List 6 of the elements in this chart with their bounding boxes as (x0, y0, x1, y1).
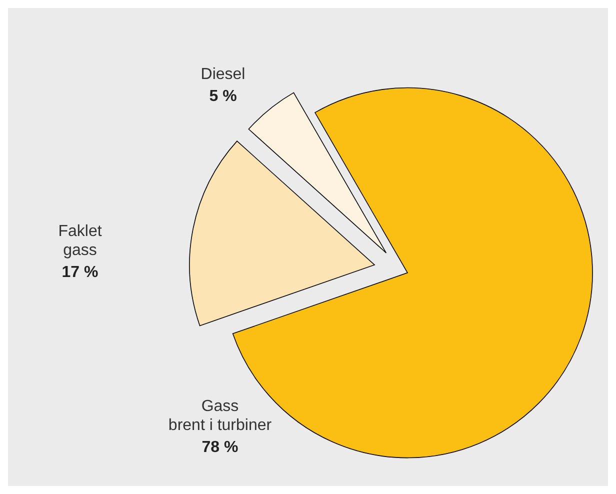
data-label: 5 % (209, 88, 237, 105)
slice-label: Faklet gass (58, 223, 102, 259)
slice-label: Gass brent i turbiner (168, 398, 272, 434)
data-label: 17 % (62, 264, 98, 281)
slice-label: Diesel (200, 66, 246, 83)
data-label: 78 % (202, 439, 238, 456)
